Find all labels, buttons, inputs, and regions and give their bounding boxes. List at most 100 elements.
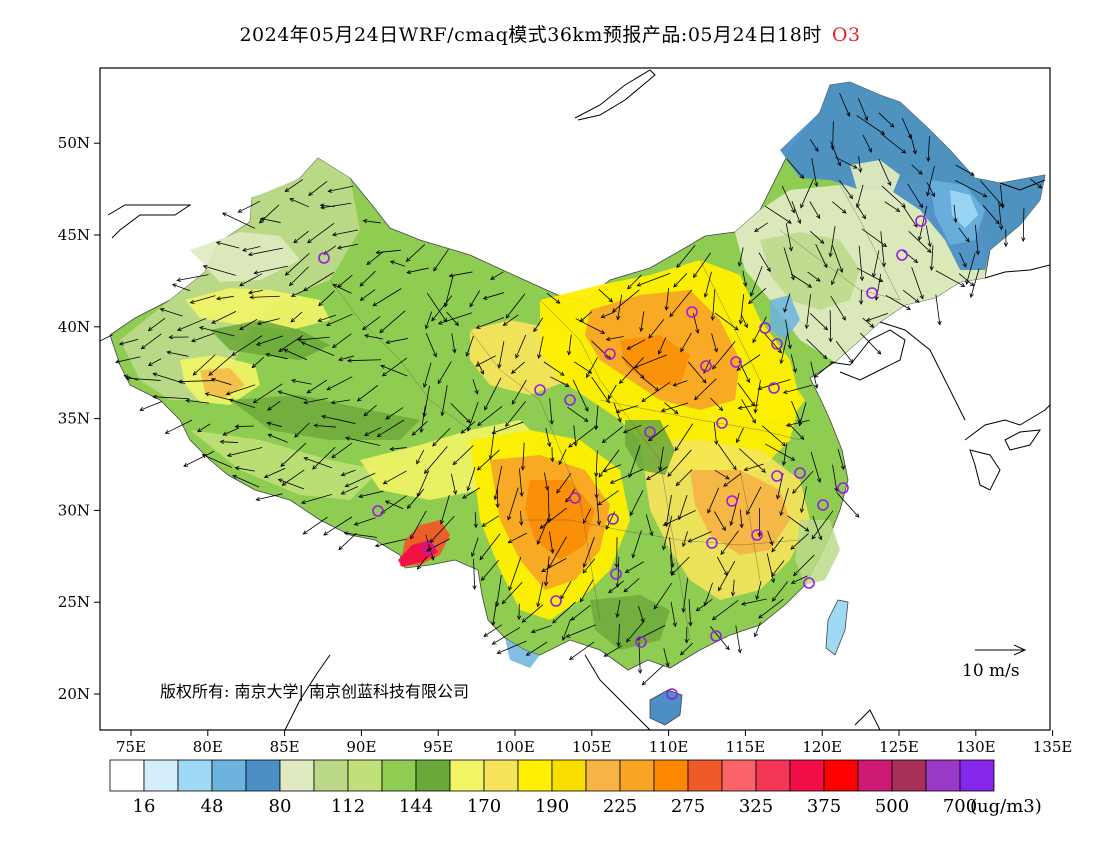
wind-arrow bbox=[444, 274, 454, 307]
wind-arrow-head bbox=[614, 563, 619, 569]
station-marker bbox=[534, 384, 546, 396]
wind-arrow bbox=[716, 556, 728, 576]
wind-arrow bbox=[267, 400, 281, 411]
wind-arrow bbox=[278, 391, 307, 401]
wind-arrow bbox=[858, 245, 863, 281]
wind-arrow-head bbox=[869, 323, 875, 328]
wind-arrow-head bbox=[119, 341, 124, 346]
wind-arrow-head bbox=[597, 501, 603, 506]
wind-arrow bbox=[856, 184, 864, 208]
wind-arrow-head bbox=[331, 232, 337, 237]
wind-arrow bbox=[627, 339, 646, 350]
wind-arrow-head bbox=[815, 277, 821, 282]
wind-arrow bbox=[328, 185, 354, 192]
wind-arrow-head bbox=[603, 652, 609, 657]
wind-arrow bbox=[597, 490, 619, 506]
wind-arrow bbox=[648, 319, 665, 339]
wind-arrow-head bbox=[684, 639, 689, 644]
wind-arrow-head bbox=[379, 328, 384, 334]
wind-arrow bbox=[793, 554, 815, 576]
wind-arrow bbox=[709, 626, 730, 650]
wind-arrow bbox=[711, 333, 718, 352]
wind-arrow-head bbox=[814, 147, 819, 153]
wind-arrow-head bbox=[340, 472, 346, 477]
wind-arrow bbox=[541, 558, 567, 572]
wind-arrow-head bbox=[473, 523, 478, 529]
wind-arrow bbox=[433, 249, 449, 272]
wind-arrow-head bbox=[676, 263, 681, 269]
wind-arrow bbox=[872, 250, 880, 278]
wind-arrow-head bbox=[627, 284, 632, 290]
wind-arrow-head bbox=[748, 299, 753, 305]
wind-arrow-head bbox=[483, 632, 489, 637]
wind-arrow bbox=[148, 358, 162, 366]
wind-arrow-head bbox=[876, 350, 882, 355]
title-main: 2024年05月24日WRF/cmaq模式36km预报产品:05月24日18时 bbox=[239, 24, 822, 46]
wind-arrow-head bbox=[582, 562, 587, 568]
wind-arrow bbox=[712, 340, 736, 370]
wind-arrow bbox=[253, 383, 283, 404]
wind-arrow bbox=[531, 625, 552, 633]
wind-arrow-head bbox=[790, 579, 796, 584]
wind-arrow-head bbox=[497, 363, 502, 369]
wind-arrow bbox=[862, 317, 874, 328]
wind-arrow bbox=[301, 341, 335, 357]
wind-arrow bbox=[248, 247, 283, 256]
wind-arrow-head bbox=[790, 456, 796, 461]
wind-arrow bbox=[568, 334, 572, 355]
wind-arrow-head bbox=[608, 297, 614, 303]
wind-arrow-head bbox=[442, 317, 448, 323]
wind-arrow-head bbox=[732, 465, 737, 471]
wind-arrow bbox=[429, 515, 455, 543]
wind-arrow-head bbox=[734, 326, 739, 331]
wind-arrow-head bbox=[1003, 242, 1009, 248]
wind-arrow-head bbox=[284, 187, 290, 192]
wind-arrow-head bbox=[995, 220, 1000, 225]
wind-arrow bbox=[832, 245, 843, 273]
wind-arrow-head bbox=[771, 547, 776, 553]
wind-arrow bbox=[426, 292, 447, 323]
colorbar-swatch bbox=[177, 759, 213, 792]
wind-arrow bbox=[659, 446, 664, 471]
wind-arrow-head bbox=[543, 581, 549, 587]
wind-arrow-head bbox=[364, 431, 369, 436]
wind-arrow-head bbox=[152, 372, 158, 377]
wind-arrow-head bbox=[426, 547, 431, 552]
wind-arrow-head bbox=[771, 597, 777, 602]
wind-arrow bbox=[462, 487, 480, 499]
wind-arrow-head bbox=[419, 428, 424, 434]
wind-arrow-head bbox=[312, 465, 317, 470]
wind-arrow-head bbox=[115, 359, 120, 364]
wind-arrow-head bbox=[658, 466, 663, 472]
wind-arrow bbox=[591, 340, 612, 360]
wind-arrow-head bbox=[681, 608, 686, 613]
wind-arrow bbox=[603, 464, 622, 472]
wind-arrow bbox=[190, 295, 216, 304]
wind-arrow-head bbox=[729, 521, 734, 526]
wind-arrow-head bbox=[171, 283, 177, 288]
wind-arrow bbox=[758, 598, 784, 619]
wind-arrow bbox=[314, 424, 336, 428]
wind-arrow bbox=[884, 201, 900, 212]
wind-arrow bbox=[382, 357, 407, 377]
wind-arrow-head bbox=[790, 275, 795, 281]
wind-arrow bbox=[515, 334, 527, 359]
wind-arrow bbox=[744, 463, 764, 471]
wind-arrow bbox=[323, 516, 353, 536]
wind-arrow-head bbox=[776, 494, 781, 500]
station-marker bbox=[644, 426, 656, 438]
wind-arrow-head bbox=[674, 446, 679, 452]
wind-arrow-head bbox=[736, 366, 742, 371]
wind-arrow bbox=[466, 335, 474, 357]
wind-arrow bbox=[548, 536, 567, 569]
wind-arrow bbox=[591, 376, 610, 403]
wind-arrow bbox=[560, 581, 572, 600]
wind-arrow-head bbox=[823, 263, 828, 269]
wind-arrow-head bbox=[374, 543, 380, 548]
wind-arrow bbox=[379, 310, 406, 333]
wind-arrow-head bbox=[962, 262, 967, 268]
wind-arrow-head bbox=[975, 250, 980, 256]
wind-arrow-head bbox=[280, 462, 285, 467]
wind-arrow-head bbox=[906, 305, 911, 310]
